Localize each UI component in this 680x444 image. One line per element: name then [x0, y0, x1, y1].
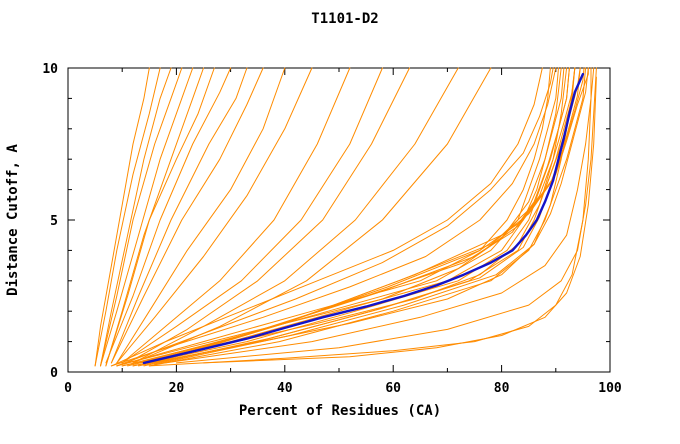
model-curve [110, 67, 543, 367]
model-curve [154, 67, 589, 365]
model-curve [110, 67, 248, 364]
plot-area: 0 20 40 60 80 100 0 5 10 [42, 62, 622, 396]
model-curve [116, 67, 551, 367]
y-tick-label: 0 [50, 366, 58, 381]
model-curve [159, 67, 589, 362]
model-curve [110, 67, 557, 367]
model-curve [94, 67, 161, 367]
model-curve [127, 67, 565, 367]
model-curve [121, 67, 383, 364]
model-curve [100, 67, 172, 367]
model-curve [165, 67, 595, 364]
model-curve [127, 67, 410, 364]
x-tick-label: 40 [277, 381, 293, 396]
model-curve [143, 67, 576, 364]
x-tick-label: 20 [169, 381, 185, 396]
model-curve [116, 67, 313, 364]
model-curve [143, 67, 581, 367]
model-curve [121, 67, 568, 367]
model-curve [116, 67, 562, 367]
model-curve [116, 67, 554, 367]
model-curve [203, 76, 597, 364]
y-axis-label: Distance Cutoff, A [5, 144, 21, 296]
chart-title: T1101-D2 [311, 11, 378, 27]
x-axis-label: Percent of Residues (CA) [239, 403, 441, 419]
model-curve [121, 67, 351, 364]
x-tick-label: 80 [494, 381, 510, 396]
model-curve [94, 67, 150, 367]
y-tick-label: 5 [50, 214, 58, 229]
model-curve [105, 67, 215, 367]
model-curve [105, 67, 232, 364]
x-tick-label: 60 [385, 381, 401, 396]
highlight-curve [142, 72, 585, 365]
model-curve [100, 67, 183, 367]
model-curve [100, 67, 194, 367]
x-tick-label: 0 [64, 381, 72, 396]
model-curve [105, 67, 204, 367]
model-curve [132, 67, 459, 364]
model-curve [110, 67, 264, 364]
model-curve [175, 67, 597, 364]
model-curve [148, 67, 587, 367]
y-tick-label: 10 [42, 62, 58, 77]
x-tick-label: 100 [598, 381, 622, 396]
model-curve [116, 67, 286, 364]
